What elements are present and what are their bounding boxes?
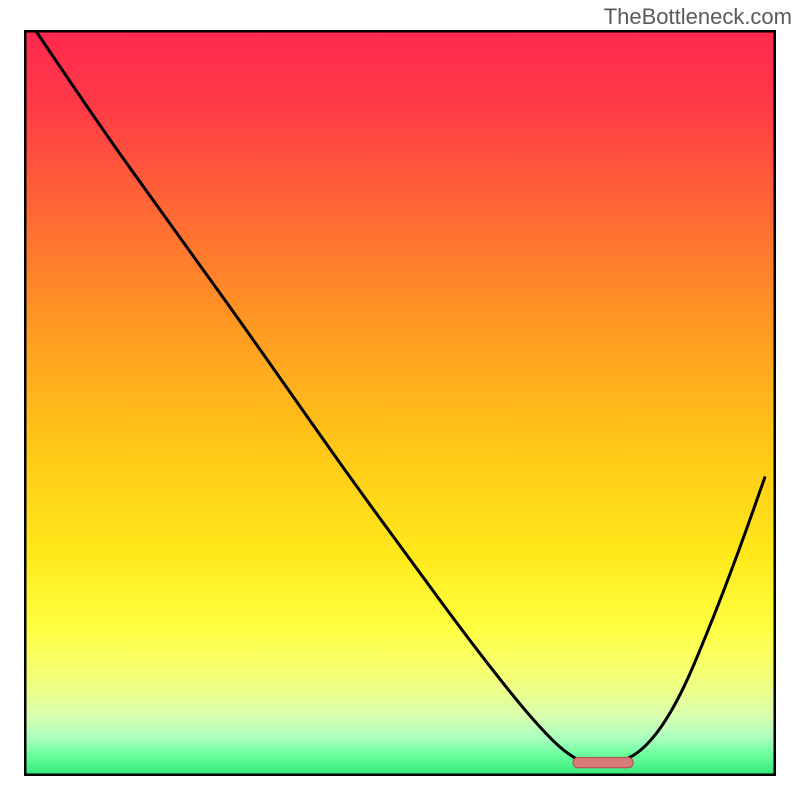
source-watermark: TheBottleneck.com	[604, 4, 792, 30]
plot-frame	[25, 31, 775, 775]
chart-container: TheBottleneck.com	[0, 0, 800, 800]
frame-svg	[24, 30, 776, 776]
plot-area	[24, 30, 776, 776]
